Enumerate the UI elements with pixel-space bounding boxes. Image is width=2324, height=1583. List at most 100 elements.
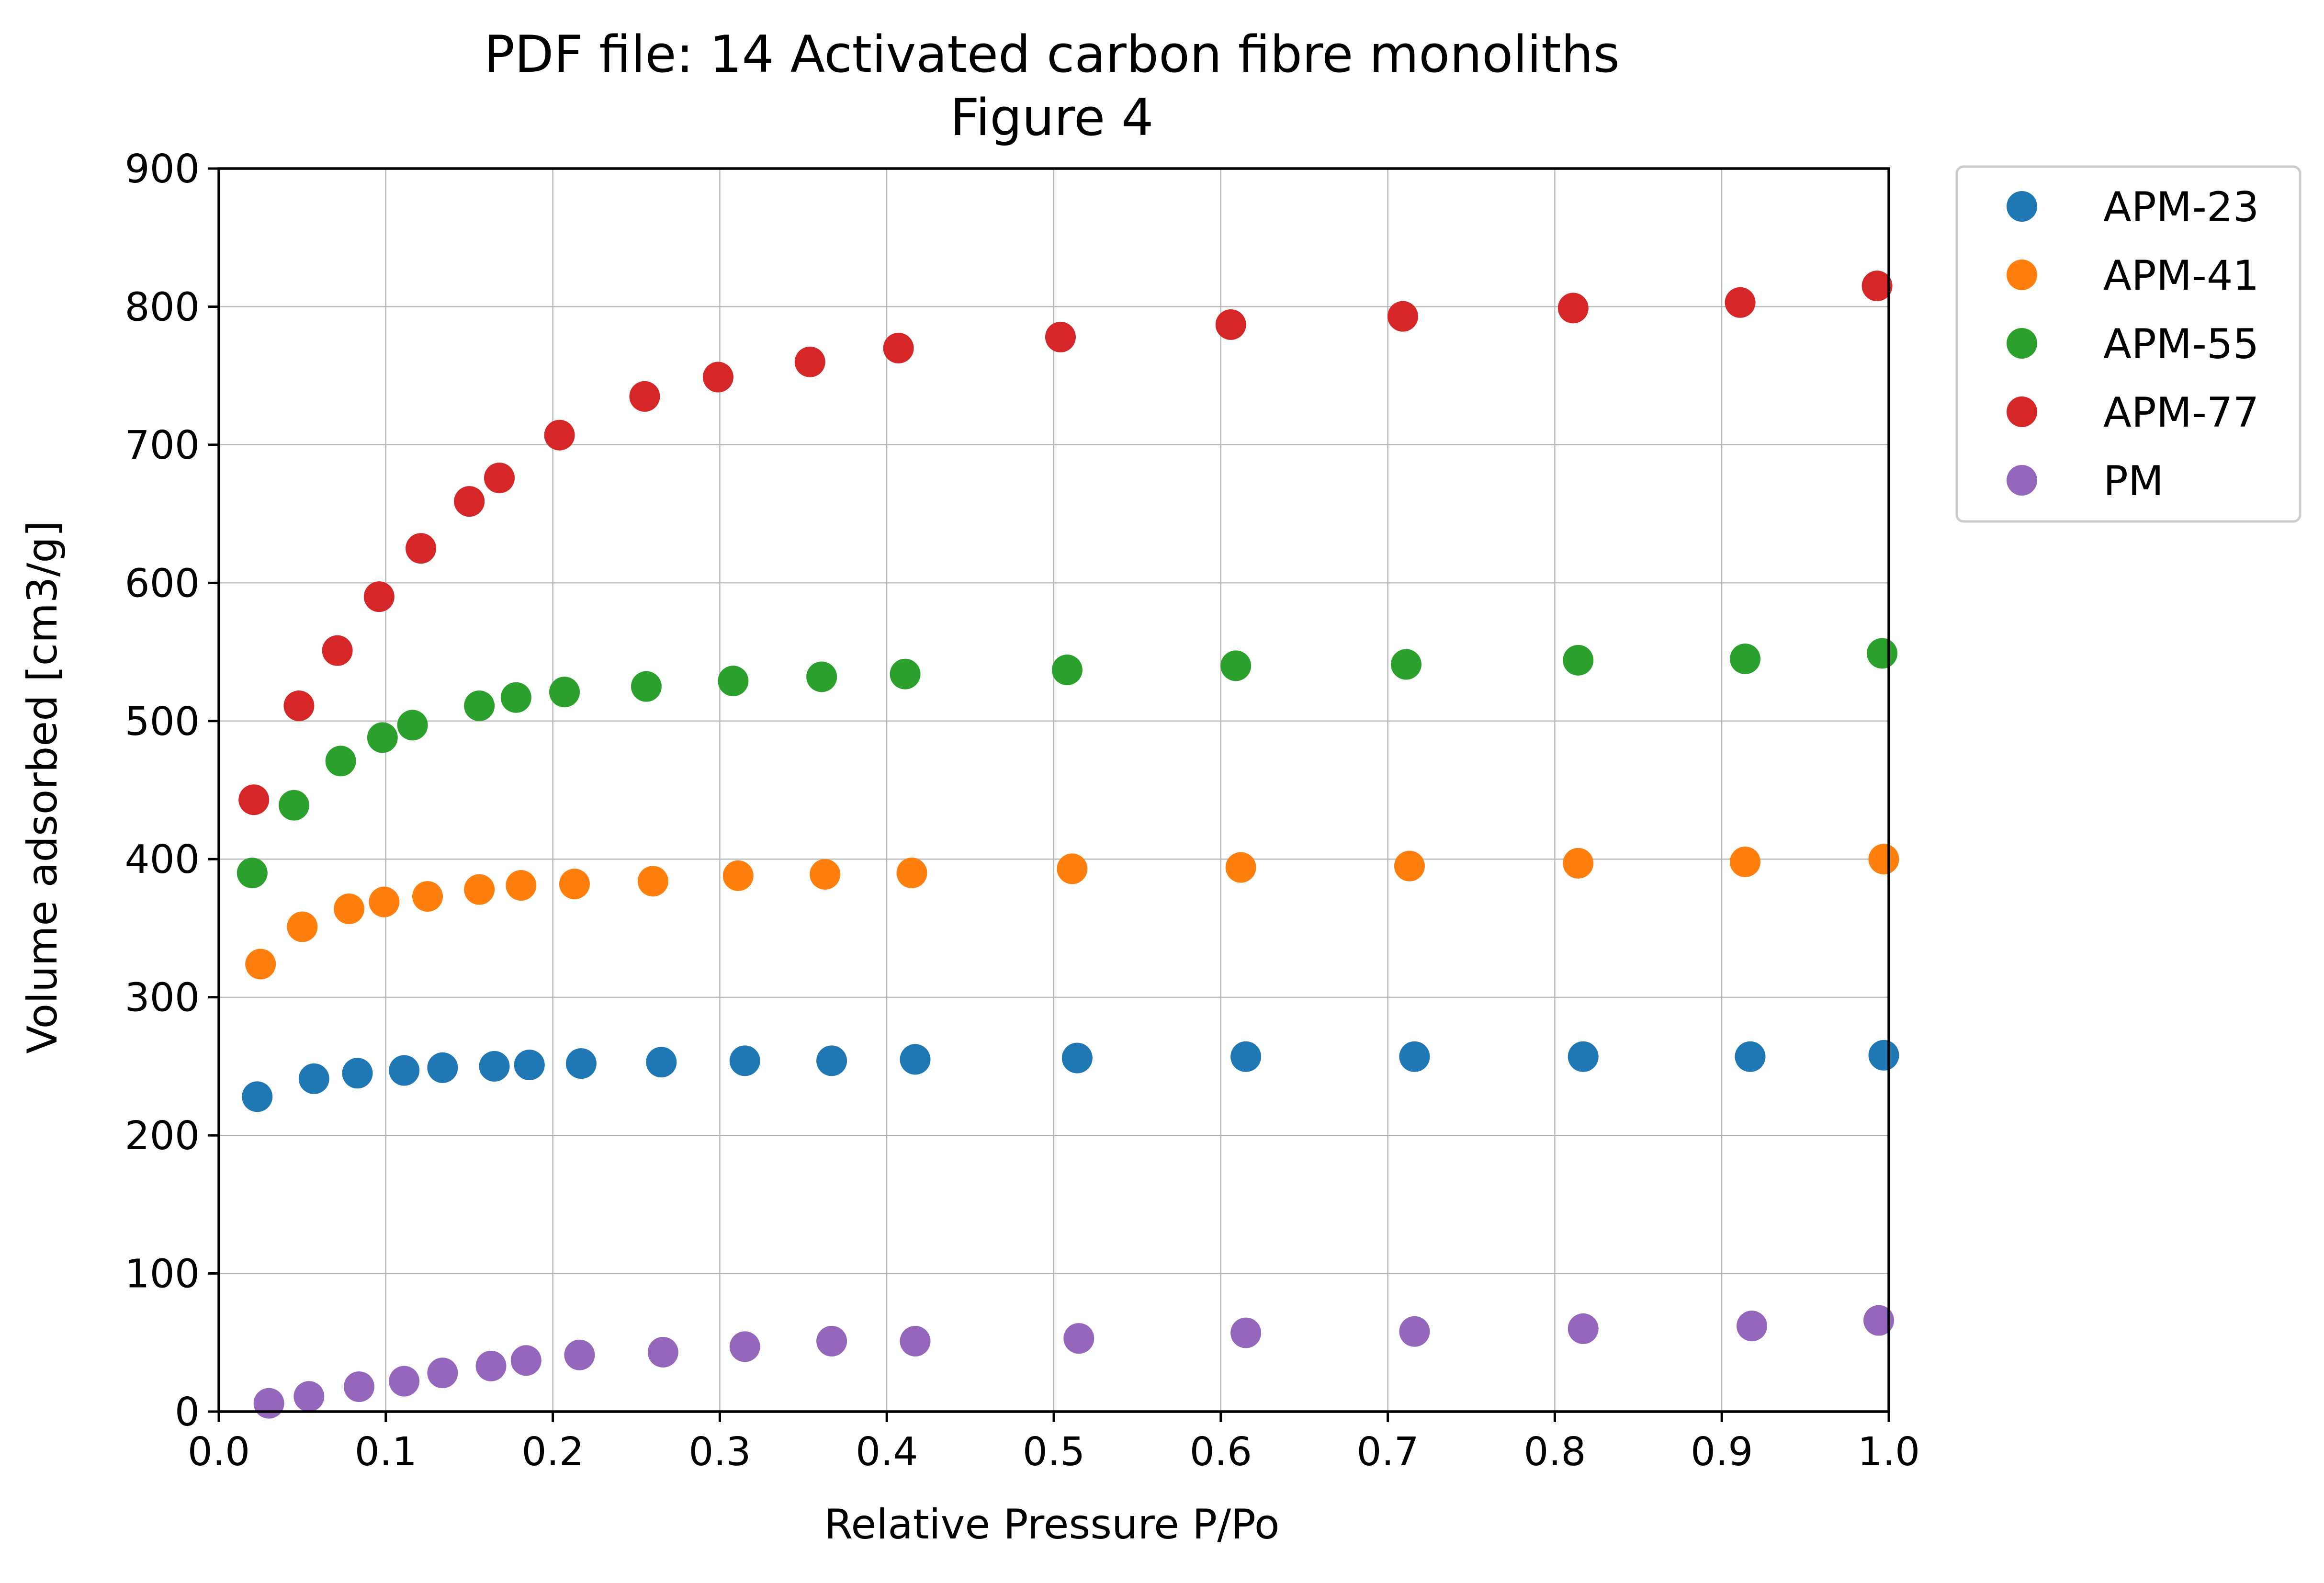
- data-point: [1045, 321, 1076, 352]
- series-apm-77: [238, 271, 1893, 815]
- y-axis-label: Volume adsorbed [cm3/g]: [19, 520, 67, 1053]
- data-point: [322, 635, 353, 666]
- chart-subtitle: Figure 4: [950, 88, 1154, 147]
- y-tick-label: 900: [124, 147, 200, 192]
- x-tick-label: 0.6: [1190, 1429, 1252, 1475]
- x-tick-label: 1.0: [1858, 1429, 1920, 1475]
- series-pm: [253, 1305, 1895, 1419]
- data-point: [1061, 1042, 1093, 1074]
- legend-marker: [2007, 328, 2037, 359]
- data-point: [637, 866, 668, 897]
- legend-label: APM-77: [2103, 389, 2259, 437]
- data-point: [729, 1331, 760, 1362]
- y-tick-label: 300: [124, 975, 200, 1021]
- legend-marker: [2007, 465, 2037, 496]
- data-point: [1868, 844, 1899, 875]
- data-point: [1730, 643, 1761, 674]
- data-point: [479, 1051, 510, 1082]
- data-point: [549, 677, 580, 708]
- data-point: [1730, 846, 1761, 877]
- data-point: [810, 859, 841, 890]
- data-point: [500, 682, 531, 713]
- data-point: [722, 860, 754, 891]
- data-point: [325, 746, 356, 777]
- x-tick-label: 0.9: [1691, 1429, 1753, 1475]
- legend-label: APM-55: [2103, 320, 2259, 368]
- data-point: [1736, 1311, 1767, 1342]
- y-tick-label: 100: [124, 1252, 200, 1297]
- series-apm-41: [245, 844, 1899, 980]
- x-tick-label: 0.1: [355, 1429, 417, 1475]
- legend-label: APM-41: [2103, 252, 2259, 300]
- x-axis-label: Relative Pressure P/Po: [824, 1501, 1280, 1549]
- data-point: [389, 1055, 420, 1086]
- data-point: [369, 886, 400, 917]
- legend-label: APM-23: [2103, 183, 2259, 231]
- data-point: [278, 790, 309, 821]
- data-point: [412, 881, 443, 912]
- legend: APM-23 APM-41 APM-55 APM-77 PM: [1955, 165, 2301, 523]
- data-point: [343, 1371, 374, 1402]
- legend-marker: [2007, 260, 2037, 290]
- data-point: [427, 1357, 458, 1389]
- data-point: [342, 1058, 373, 1089]
- legend-label: PM: [2103, 457, 2164, 505]
- y-tick-label: 400: [124, 837, 200, 882]
- data-point: [1390, 649, 1421, 680]
- data-point: [816, 1325, 847, 1357]
- data-point: [367, 722, 398, 753]
- data-point: [896, 858, 927, 889]
- data-point: [900, 1044, 931, 1075]
- data-point: [890, 658, 921, 690]
- data-point: [702, 362, 733, 393]
- data-point: [1735, 1041, 1766, 1072]
- data-point: [1563, 645, 1594, 676]
- data-point: [253, 1388, 284, 1419]
- data-point: [238, 784, 270, 815]
- legend-marker: [2007, 191, 2037, 222]
- data-point: [1861, 271, 1893, 302]
- data-point: [397, 710, 428, 741]
- data-point: [565, 1048, 597, 1079]
- y-tick-label: 500: [124, 699, 200, 745]
- x-tick-label: 0.5: [1023, 1429, 1085, 1475]
- data-point: [1220, 650, 1252, 681]
- data-point: [298, 1063, 329, 1094]
- data-point: [1867, 638, 1898, 669]
- data-points: [237, 271, 1899, 1419]
- y-tick-label: 0: [175, 1390, 200, 1435]
- data-point: [1051, 655, 1083, 686]
- x-tick-label: 0.7: [1356, 1429, 1419, 1475]
- data-point: [454, 486, 485, 517]
- x-tick-label: 0.4: [856, 1429, 918, 1475]
- data-point: [427, 1052, 458, 1083]
- data-point: [564, 1339, 595, 1370]
- data-point: [406, 533, 437, 564]
- legend-marker: [2007, 396, 2037, 427]
- x-tick-label: 0.0: [188, 1429, 250, 1475]
- data-point: [646, 1047, 677, 1078]
- y-tick-label: 200: [124, 1113, 200, 1159]
- data-point: [631, 671, 662, 702]
- data-point: [237, 858, 268, 889]
- data-point: [464, 690, 495, 722]
- data-point: [1063, 1323, 1094, 1354]
- y-tick-label: 700: [124, 423, 200, 468]
- data-point: [1225, 852, 1256, 883]
- x-tick-label: 0.2: [521, 1429, 584, 1475]
- data-point: [363, 581, 395, 612]
- y-tick-label: 800: [124, 284, 200, 330]
- legend-box: [1955, 165, 2301, 523]
- y-tick-label: 600: [124, 561, 200, 606]
- x-tick-label: 0.8: [1523, 1429, 1586, 1475]
- data-point: [1568, 1041, 1599, 1072]
- data-point: [647, 1336, 678, 1368]
- data-point: [1557, 293, 1589, 324]
- data-point: [1863, 1305, 1895, 1336]
- data-point: [475, 1350, 507, 1381]
- data-point: [287, 911, 318, 942]
- data-point: [245, 949, 276, 980]
